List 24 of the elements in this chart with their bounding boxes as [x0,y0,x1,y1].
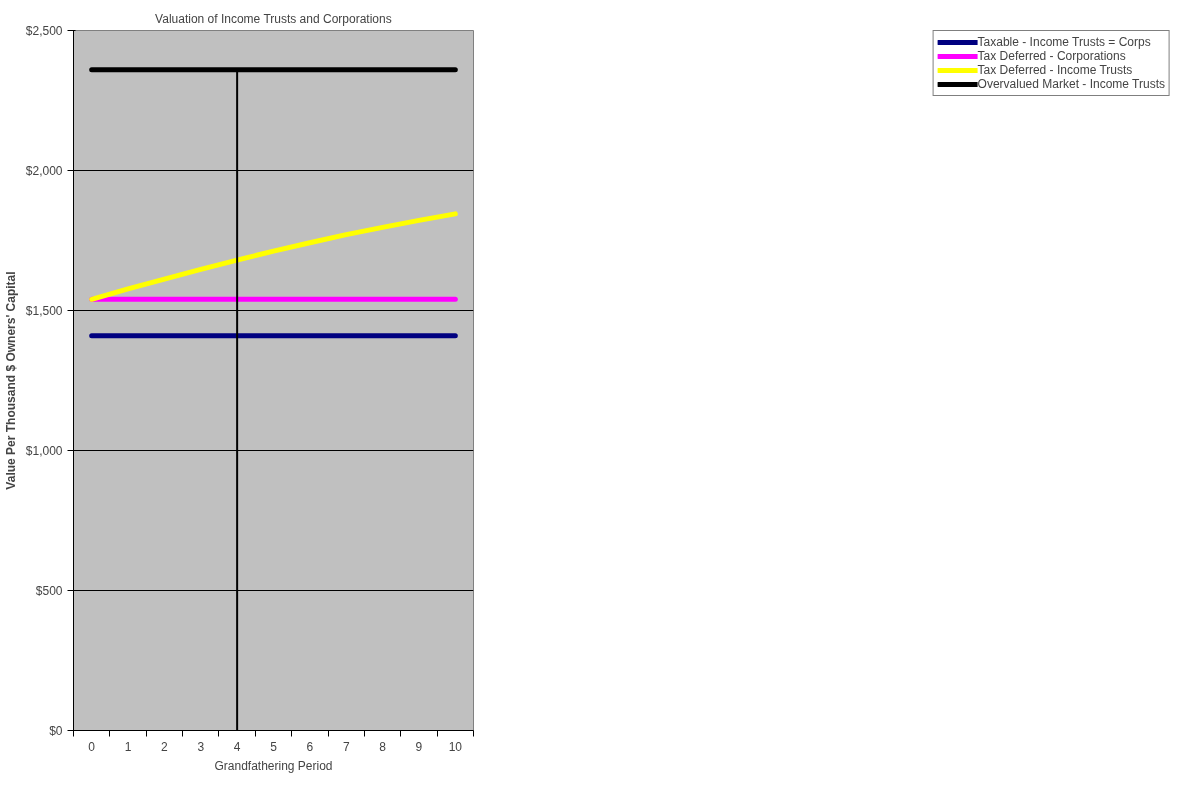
y-tick-label: $500 [35,583,63,598]
y-tick-label: $2,500 [25,23,63,38]
x-tick-label: 0 [88,739,96,754]
legend-label: Tax Deferred - Income Trusts [977,63,1133,77]
y-axis-title: Value Per Thousand $ Owners' Capital [3,271,18,490]
x-tick-label: 8 [379,739,387,754]
chart-title: Valuation of Income Trusts and Corporations [155,11,392,26]
x-tick-label: 3 [197,739,205,754]
x-axis-title: Grandfathering Period [214,758,333,773]
x-tick-label: 1 [124,739,132,754]
x-tick-label: 10 [448,739,463,754]
y-tick-label: $2,000 [25,163,63,178]
legend-label: Taxable - Income Trusts = Corps [977,35,1151,49]
legend-label: Tax Deferred - Corporations [977,49,1126,63]
x-tick-label: 4 [233,739,241,754]
legend-label: Overvalued Market - Income Trusts [977,77,1165,91]
y-tick-label: $0 [49,723,63,738]
x-tick-label: 9 [415,739,423,754]
x-tick-label: 2 [161,739,169,754]
y-tick-label: $1,000 [25,443,63,458]
y-tick-label: $1,500 [25,303,63,318]
x-tick-label: 7 [342,739,350,754]
x-tick-label: 5 [270,739,278,754]
x-tick-label: 6 [306,739,314,754]
